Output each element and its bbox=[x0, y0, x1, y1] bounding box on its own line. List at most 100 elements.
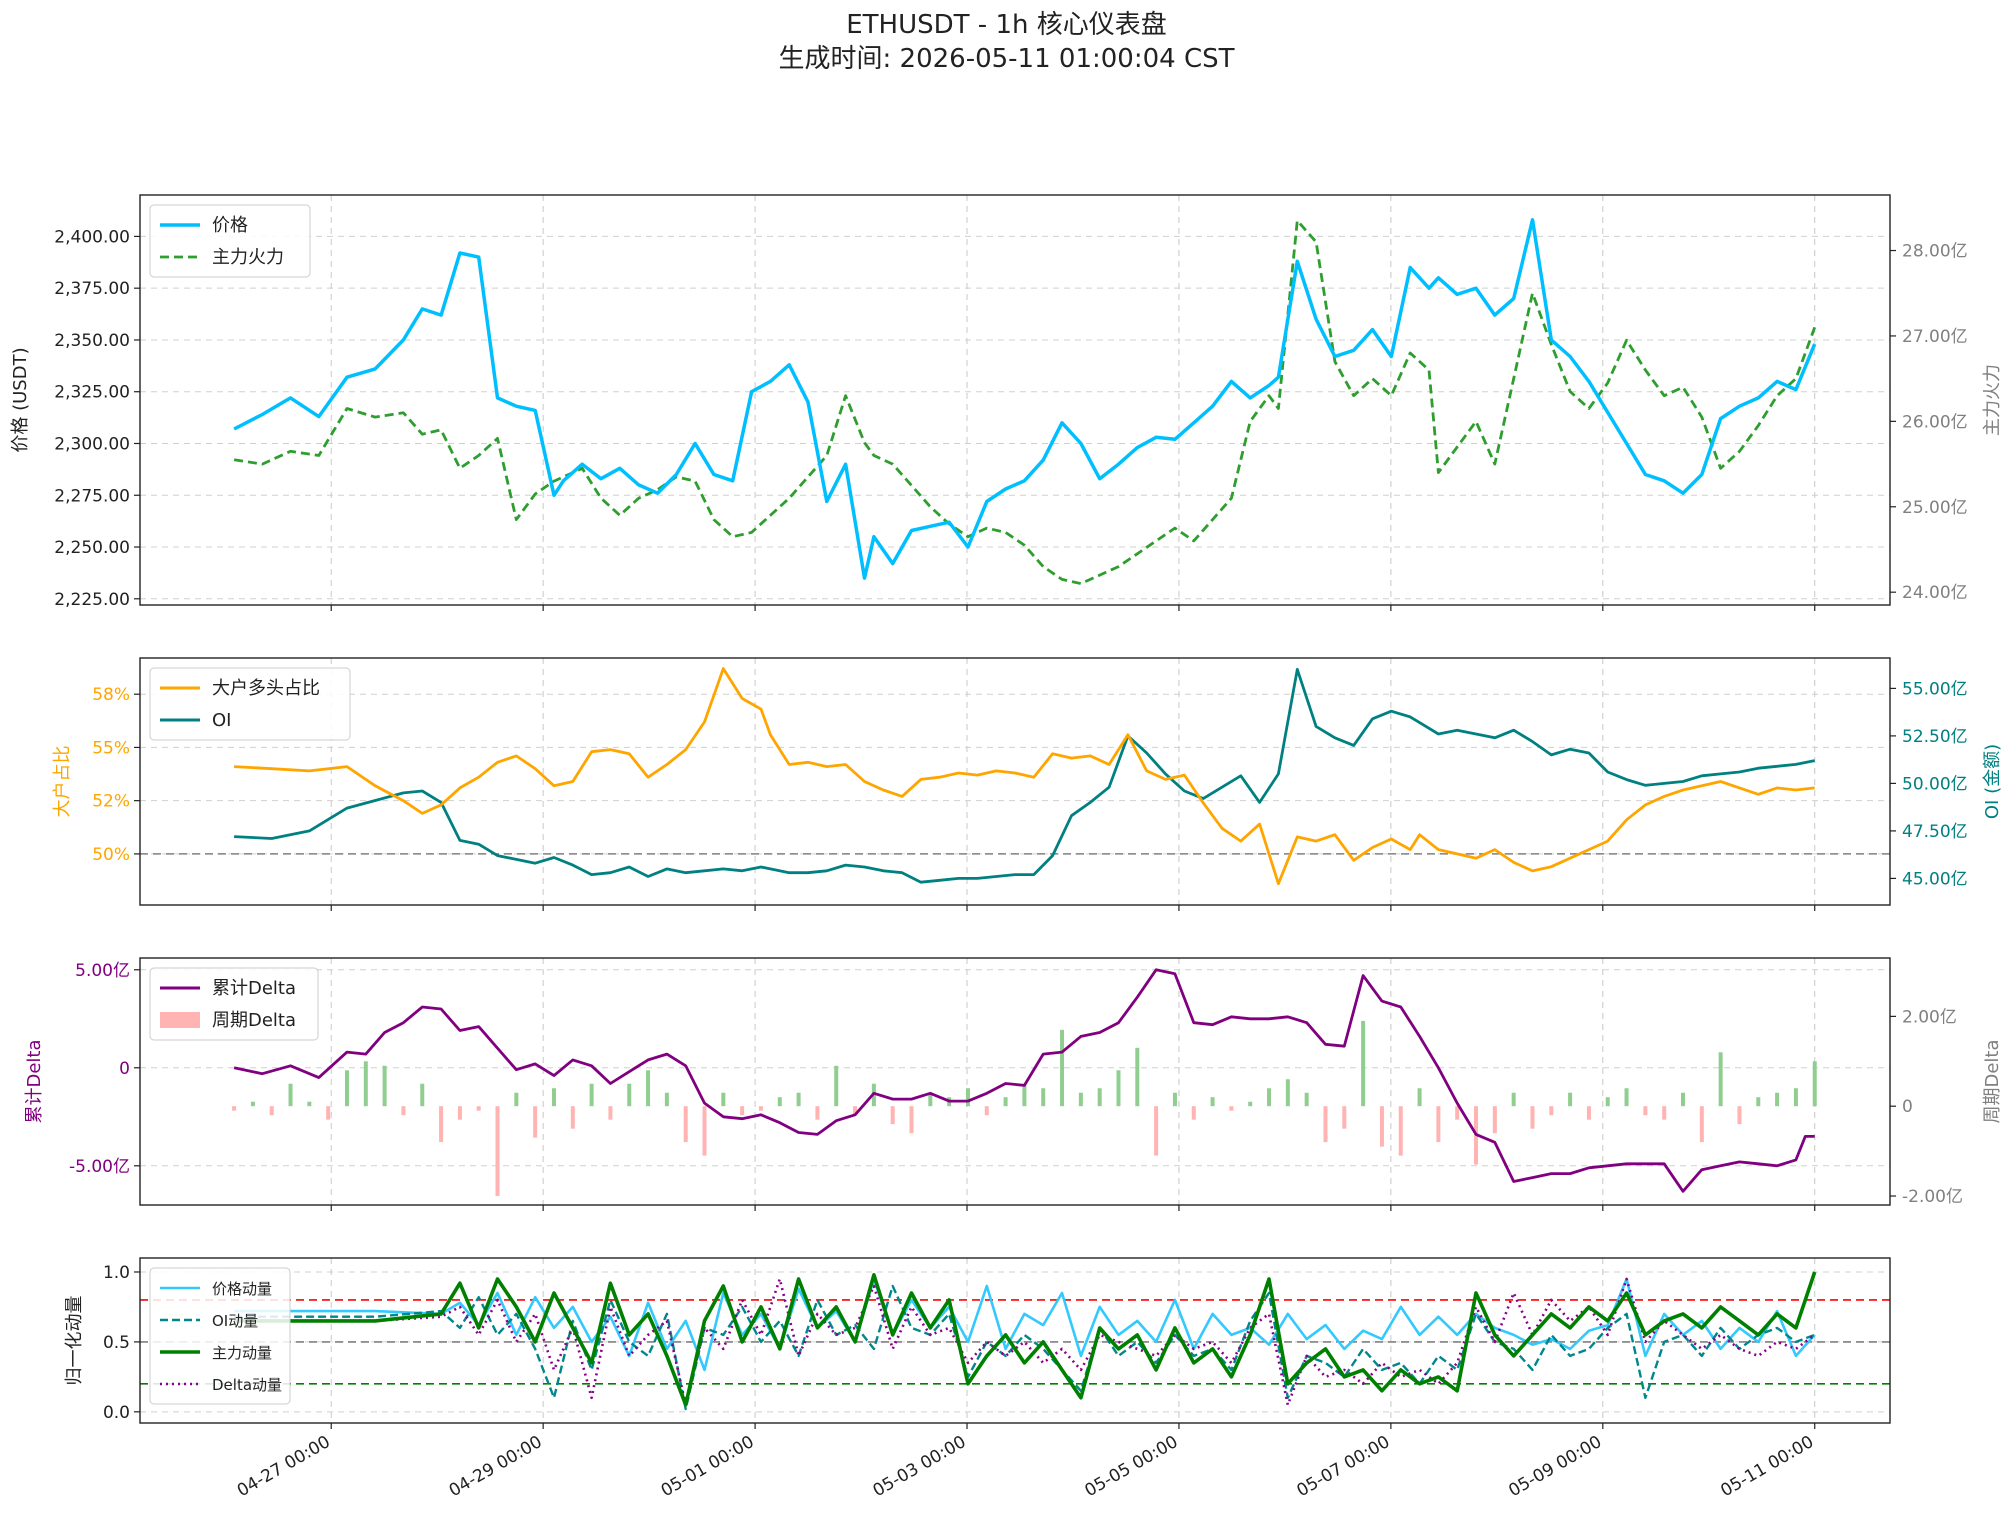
oi-axis-label: OI (金额) bbox=[1982, 744, 2003, 819]
oi-axis-tick-label: 52.50亿 bbox=[1902, 727, 1968, 747]
delta-bar bbox=[1361, 1020, 1366, 1107]
delta-bar bbox=[439, 1106, 444, 1143]
mainforce-axis-tick-label: 26.00亿 bbox=[1902, 412, 1968, 432]
x-tick-label: 05-01 00:00 bbox=[658, 1432, 758, 1501]
panel-border bbox=[139, 1257, 1891, 1424]
price-axis-tick-label: 2,225.00 bbox=[54, 590, 130, 610]
delta-bar bbox=[1624, 1088, 1629, 1107]
delta-bar bbox=[457, 1106, 462, 1120]
oi-momentum-line bbox=[234, 1284, 1816, 1411]
page-subtitle: 生成时间: 2026-05-11 01:00:04 CST bbox=[778, 44, 1235, 74]
delta-bar bbox=[1511, 1092, 1516, 1107]
delta-bar bbox=[1436, 1106, 1441, 1143]
price-momentum-line bbox=[234, 1277, 1816, 1372]
delta-bar bbox=[1191, 1106, 1196, 1120]
delta-bar bbox=[1549, 1106, 1554, 1116]
delta-bar bbox=[1229, 1106, 1234, 1111]
cumdelta-axis-label: 累计Delta bbox=[24, 1039, 45, 1123]
main-force-line bbox=[233, 219, 1817, 585]
delta-bar bbox=[1455, 1106, 1460, 1120]
delta-bar bbox=[344, 1070, 349, 1107]
delta-bar bbox=[1530, 1106, 1535, 1129]
delta-bar bbox=[1718, 1052, 1723, 1107]
delta-bar bbox=[1492, 1106, 1497, 1134]
panel-border bbox=[139, 657, 1891, 906]
delta-bar bbox=[664, 1092, 669, 1107]
delta-bar bbox=[909, 1106, 914, 1134]
delta-bar bbox=[1662, 1106, 1667, 1120]
price-axis-tick-label: 2,400.00 bbox=[54, 227, 130, 247]
delta-bar bbox=[1285, 1079, 1290, 1107]
price-axis-tick-label: 2,250.00 bbox=[54, 538, 130, 558]
price-axis-label: 价格 (USDT) bbox=[10, 347, 31, 452]
delta-bar bbox=[1323, 1106, 1328, 1143]
perdelta-axis-label: 周期Delta bbox=[1982, 1039, 2003, 1123]
delta-bar bbox=[232, 1106, 237, 1111]
delta-bar bbox=[1737, 1106, 1742, 1125]
legend-swatch bbox=[160, 1012, 200, 1028]
delta-bar bbox=[250, 1101, 255, 1107]
legend-box bbox=[149, 1267, 291, 1405]
delta-bar bbox=[702, 1106, 707, 1156]
delta-bar bbox=[589, 1083, 594, 1107]
long-ratio-line bbox=[234, 667, 1815, 886]
delta-bar bbox=[1172, 1092, 1177, 1107]
delta-bar bbox=[401, 1106, 406, 1116]
delta-bar bbox=[1417, 1088, 1422, 1107]
perdelta-axis-tick-label: 0 bbox=[1902, 1097, 1913, 1117]
momentum-axis-tick-label: 1.0 bbox=[103, 1263, 130, 1283]
delta-bar bbox=[627, 1083, 632, 1107]
delta-bar bbox=[740, 1106, 745, 1116]
delta-bar bbox=[1568, 1092, 1573, 1107]
x-tick-label: 05-09 00:00 bbox=[1505, 1432, 1605, 1501]
cumdelta-axis-tick-label: -5.00亿 bbox=[69, 1157, 130, 1177]
oi-axis-tick-label: 50.00亿 bbox=[1902, 774, 1968, 794]
main-momentum-line bbox=[234, 1271, 1817, 1407]
legend-label: 价格 bbox=[212, 215, 248, 236]
ratio-axis-tick-label: 58% bbox=[92, 685, 130, 705]
x-tick-label: 04-27 00:00 bbox=[234, 1432, 334, 1501]
ratio-axis-tick-label: 50% bbox=[92, 845, 130, 865]
perdelta-axis-tick-label: 2.00亿 bbox=[1902, 1007, 1957, 1027]
delta-bar bbox=[890, 1106, 895, 1125]
delta-bar bbox=[288, 1083, 293, 1107]
legend-label: OI bbox=[212, 710, 231, 731]
panel-border bbox=[139, 194, 1891, 606]
delta-bar bbox=[815, 1106, 820, 1120]
legend-label: 周期Delta bbox=[212, 1010, 296, 1031]
legend-label: 价格动量 bbox=[212, 1280, 272, 1298]
price-line bbox=[233, 218, 1817, 580]
panel-2: 50% 52% 55% 58% 45.00亿 47.50亿 50.00亿 52.50亿 55.0… bbox=[52, 657, 2003, 911]
delta-bar bbox=[1586, 1106, 1591, 1120]
delta-bar bbox=[834, 1065, 839, 1107]
delta-bar bbox=[495, 1106, 500, 1197]
legend-label: 大户多头占比 bbox=[212, 678, 320, 699]
delta-bar bbox=[551, 1088, 556, 1107]
delta-bar bbox=[1775, 1092, 1780, 1107]
delta-bar bbox=[1248, 1101, 1253, 1107]
delta-bar bbox=[777, 1097, 782, 1107]
delta-bar bbox=[269, 1106, 274, 1116]
delta-bar bbox=[326, 1106, 331, 1120]
mainforce-axis-tick-label: 28.00亿 bbox=[1902, 242, 1968, 262]
delta-bar bbox=[1605, 1097, 1610, 1107]
ratio-axis-label: 大户占比 bbox=[52, 746, 73, 818]
cumdelta-axis-tick-label: 0 bbox=[119, 1059, 130, 1079]
oi-axis-tick-label: 47.50亿 bbox=[1902, 822, 1968, 842]
oi-axis-tick-label: 55.00亿 bbox=[1902, 679, 1968, 699]
delta-bar bbox=[382, 1065, 387, 1107]
page-title: ETHUSDT - 1h 核心仪表盘 bbox=[846, 10, 1167, 40]
delta-bar bbox=[1041, 1088, 1046, 1107]
delta-bar bbox=[608, 1106, 613, 1120]
x-tick-label: 05-05 00:00 bbox=[1082, 1432, 1182, 1501]
delta-bar bbox=[1379, 1106, 1384, 1147]
delta-bar bbox=[928, 1092, 933, 1107]
legend-label: 主力火力 bbox=[212, 247, 284, 268]
delta-bar bbox=[758, 1106, 763, 1111]
legend-box bbox=[149, 667, 351, 741]
legend-label: 主力动量 bbox=[212, 1344, 272, 1362]
legend-label: 累计Delta bbox=[212, 978, 296, 999]
price-axis-tick-label: 2,325.00 bbox=[54, 383, 130, 403]
